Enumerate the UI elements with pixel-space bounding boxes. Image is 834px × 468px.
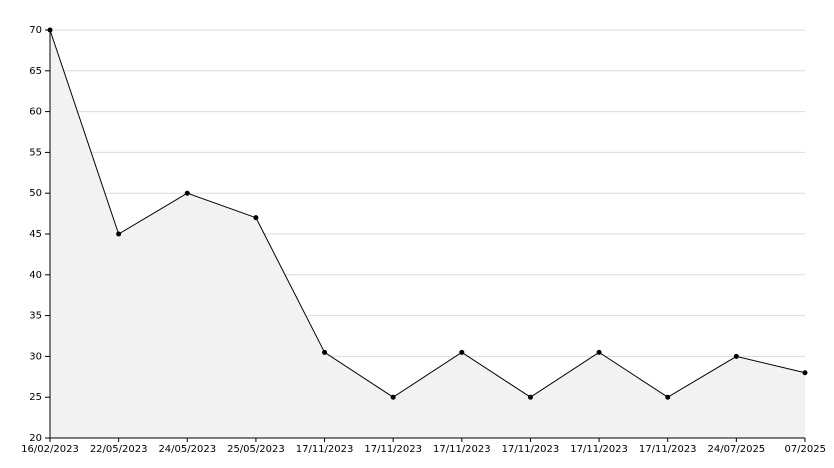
x-tick-label: 17/11/2023 [296, 444, 354, 455]
y-tick-label: 30 [29, 351, 42, 362]
marker [253, 215, 259, 221]
x-tick-label: 25/05/2023 [227, 444, 285, 455]
y-tick-label: 70 [29, 25, 42, 36]
marker [802, 370, 808, 376]
y-tick-label: 50 [29, 188, 42, 199]
x-tick-label: 22/05/2023 [90, 444, 148, 455]
y-tick-label: 55 [29, 147, 42, 158]
marker [116, 231, 122, 237]
y-tick-label: 35 [29, 311, 42, 322]
y-tick-label: 25 [29, 392, 42, 403]
y-tick-label: 45 [29, 229, 42, 240]
marker [390, 394, 396, 400]
marker [596, 349, 602, 355]
x-tick-label: 17/11/2023 [639, 444, 697, 455]
line [49, 29, 806, 398]
y-tick-label: 40 [29, 270, 42, 281]
y-tick-label: 60 [29, 107, 42, 118]
marker [322, 349, 328, 355]
x-tick-label: 17/11/2023 [433, 444, 491, 455]
x-tick-label: 24/07/2025 [708, 444, 766, 455]
x-tick-label: 24/05/2023 [158, 444, 216, 455]
x-tick-label: 16/02/2023 [21, 444, 79, 455]
x-tick-label: 17/11/2023 [570, 444, 628, 455]
y-tick-label: 20 [29, 433, 42, 444]
area [50, 30, 805, 438]
marker [665, 394, 671, 400]
x-tick-label: 17/11/2023 [502, 444, 560, 455]
marker [527, 394, 533, 400]
marker [184, 190, 190, 196]
y-tick-label: 65 [29, 66, 42, 77]
marker [459, 349, 465, 355]
x-tick-label: 17/11/2023 [364, 444, 422, 455]
x-tick-label: 07/2025 [784, 444, 826, 455]
marker [733, 353, 739, 359]
